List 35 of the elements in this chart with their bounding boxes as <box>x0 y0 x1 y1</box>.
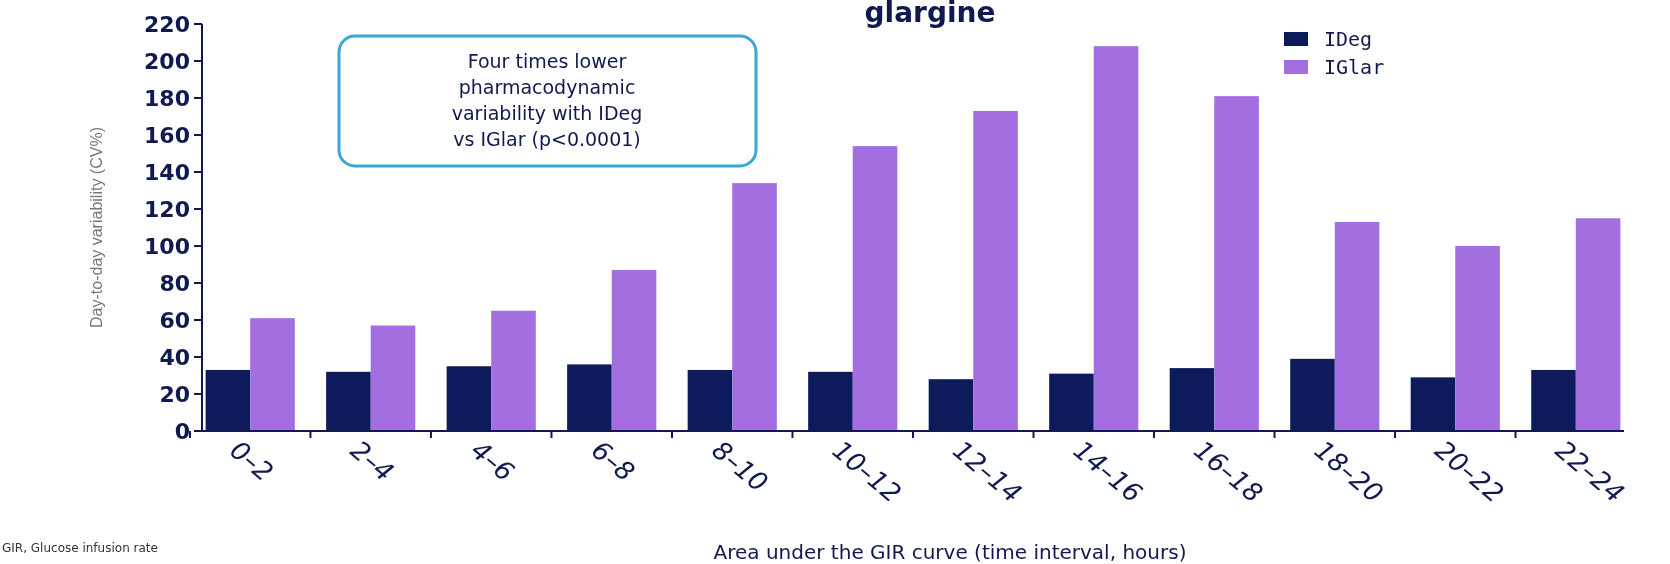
x-tick-label: 4–6 <box>465 434 520 488</box>
bar <box>250 318 295 431</box>
x-axis-title: Area under the GIR curve (time interval, hours) <box>713 540 1187 564</box>
legend-label: IDeg <box>1324 27 1373 51</box>
y-tick-label: 140 <box>144 159 190 185</box>
y-tick-label: 200 <box>144 48 190 74</box>
y-tick-label: 220 <box>144 11 190 37</box>
bar <box>1093 46 1139 431</box>
x-tick-label: 6–8 <box>585 434 641 488</box>
bar <box>1455 246 1500 431</box>
bar <box>611 270 657 431</box>
annotation: Four times lower pharmacodynamic variability with IDeg vs IGlar (p<0.0001) <box>451 50 643 150</box>
x-tick-label: 0–2 <box>224 434 279 488</box>
y-tick-label: 60 <box>159 307 190 333</box>
text: GIR, Glucose infusion rate <box>2 541 158 555</box>
y-tick-label: 80 <box>159 270 190 296</box>
chart-title: glargine <box>864 0 996 29</box>
bar <box>491 310 536 431</box>
bar <box>973 110 1018 431</box>
y-tick-label: 180 <box>144 85 190 111</box>
bar <box>852 146 898 431</box>
y-tick-label: 40 <box>159 344 190 370</box>
legend-label: IGlar <box>1324 55 1385 79</box>
y-tick-label: 0 <box>174 418 190 444</box>
y-tick-label: 120 <box>144 196 190 222</box>
y-axis-title: Day-to-day variability (CV%) <box>88 127 105 328</box>
bar <box>370 325 416 431</box>
x-tick-label: 2–4 <box>344 434 400 488</box>
bar <box>1575 218 1621 431</box>
y-tick-label: 100 <box>144 233 190 259</box>
bar <box>1334 221 1380 431</box>
y-tick-label: 20 <box>159 381 190 407</box>
bar <box>1214 96 1259 431</box>
bar <box>732 183 777 431</box>
y-tick-label: 160 <box>144 122 190 148</box>
